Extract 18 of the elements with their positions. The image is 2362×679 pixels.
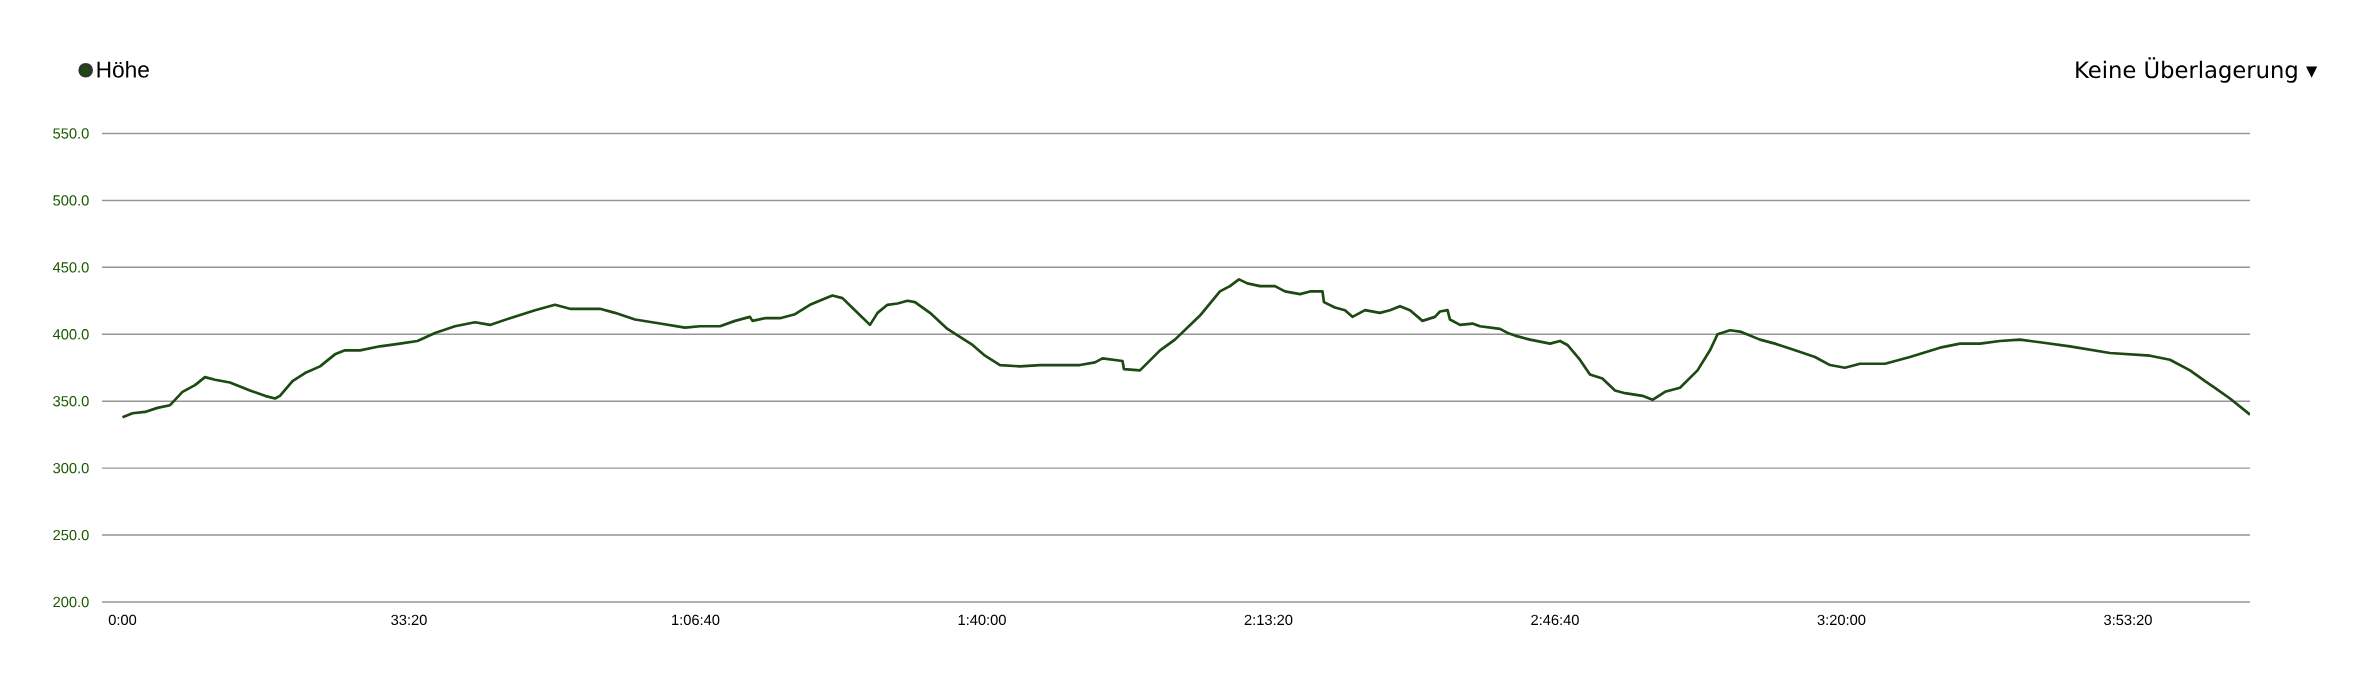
x-tick-label: 33:20 [391, 614, 427, 626]
text: Keine Überlagerung ▾ [2076, 57, 2318, 83]
x-tick-label: 0:00 [108, 614, 137, 626]
legend-label: Höhe [97, 61, 149, 78]
x-tick-label: 3:53:20 [2104, 614, 2152, 626]
y-tick-label: 400.0 [52, 329, 89, 340]
x-tick-label: 2:46:40 [1531, 614, 1579, 626]
y-tick-label: 250.0 [53, 529, 89, 541]
y-tick-label: 300.0 [53, 462, 89, 474]
x-tick-label: 2:13:20 [1244, 614, 1293, 626]
y-tick-label: 550.0 [53, 128, 89, 139]
x-tick-label: 1:40:00 [958, 614, 1006, 626]
y-tick-label: 450.0 [52, 262, 89, 273]
y-tick-label: 350.0 [53, 396, 89, 407]
x-tick-label: 3:20:00 [1817, 614, 1866, 626]
x-tick-label: 1:06:40 [672, 614, 720, 626]
y-tick-label: 200.0 [53, 596, 89, 608]
y-tick-label: 500.0 [53, 195, 89, 206]
